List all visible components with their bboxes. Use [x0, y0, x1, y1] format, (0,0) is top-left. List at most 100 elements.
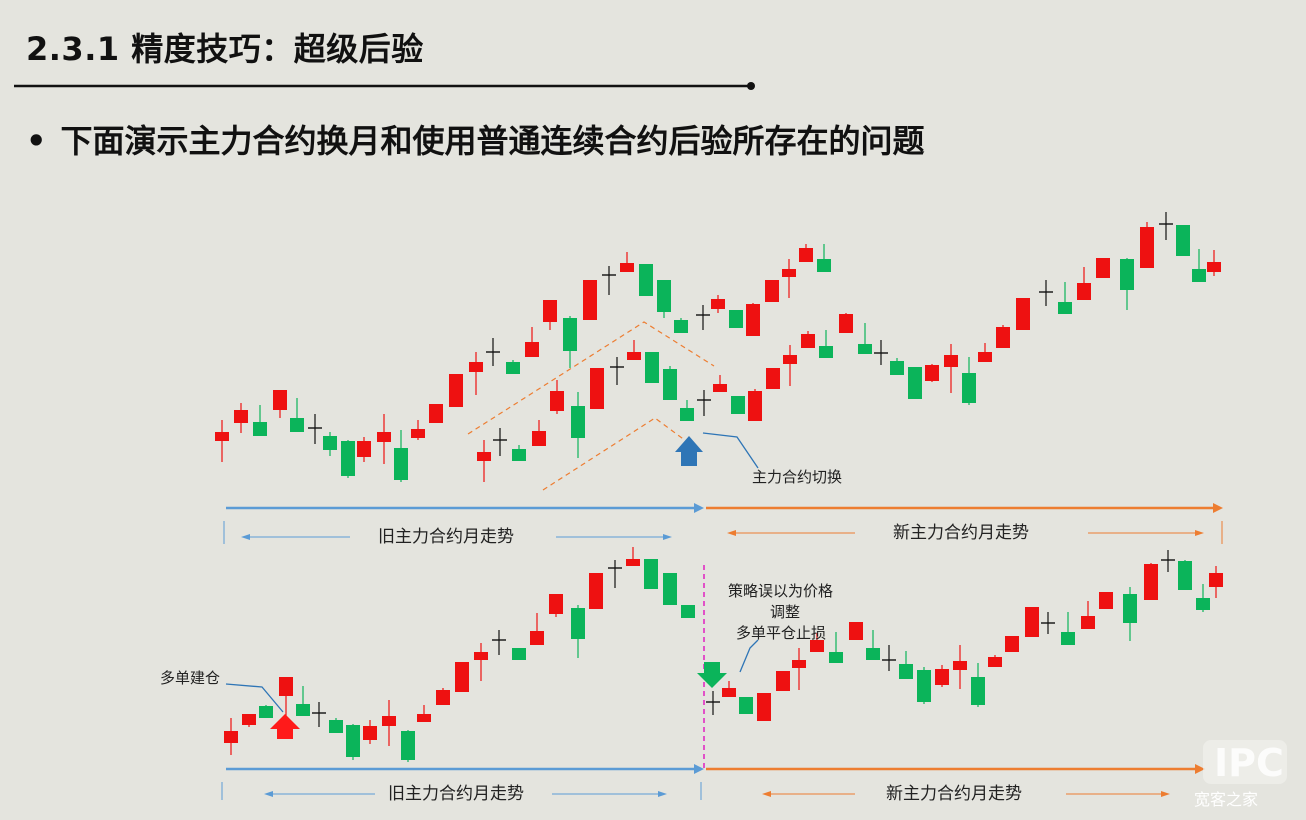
bottom-candle-54: [1209, 566, 1223, 598]
top-old-trend-bar: [223, 503, 704, 544]
top-new-trend-label: 新主力合约月走势: [893, 523, 1029, 543]
top-candle-58: [908, 367, 922, 399]
top-candle-50: [766, 368, 780, 389]
bottom-candle-12: [436, 688, 450, 705]
top-candle-63: [996, 325, 1010, 348]
bottom-candle-49: [1123, 587, 1137, 641]
top-candle-61: [962, 357, 976, 405]
top-candle-73: [1192, 249, 1206, 282]
bottom-candle-35: [866, 630, 880, 660]
bottom-candle-43: [1005, 636, 1019, 652]
switch-arrow-icon: [675, 436, 703, 466]
top-candle-57: [890, 358, 904, 375]
bottom-candle-46: [1061, 612, 1075, 645]
bottom-candle-41: [971, 663, 985, 707]
stop-arrow-icon: [697, 662, 727, 688]
bottom-candle-7: [346, 724, 360, 760]
entry-callout-line: [225, 683, 284, 713]
bottom-candle-38: [917, 667, 931, 704]
top-candle-19: [563, 316, 577, 368]
top-candle-48: [731, 396, 745, 414]
top-candle-36: [512, 445, 526, 461]
top-candle-67: [1077, 267, 1091, 300]
top-candle-39: [571, 392, 585, 458]
top-trend-channel: [467, 321, 715, 491]
bottom-candle-10: [401, 730, 415, 762]
bottom-candle-47: [1081, 601, 1095, 629]
top-candle-43: [645, 352, 659, 383]
watermark-text: 宽客之家: [1194, 790, 1258, 809]
top-candle-23: [639, 264, 653, 296]
bottom-candle-18: [549, 594, 563, 617]
bottom-candle-50: [1144, 563, 1158, 600]
bottom-candle-33: [829, 632, 843, 663]
top-candle-10: [394, 430, 408, 482]
top-old-trend-label: 旧主力合约月走势: [378, 527, 514, 547]
top-candle-9: [377, 414, 391, 464]
bottom-candle-9: [382, 700, 396, 746]
bottom-candle-44: [1025, 607, 1039, 637]
top-candle-44: [663, 366, 677, 400]
bottom-candle-20: [589, 573, 603, 609]
bottom-new-trend-label: 新主力合约月走势: [886, 784, 1022, 804]
top-candle-41: [610, 357, 624, 385]
bottom-new-trend-bar: [706, 764, 1205, 797]
bottom-candle-1: [242, 714, 256, 727]
bottom-candle-2: [259, 705, 273, 718]
top-candle-27: [711, 295, 725, 313]
top-candle-37: [532, 420, 546, 446]
top-candle-33: [817, 244, 831, 272]
bottom-candle-37: [899, 651, 913, 679]
bottom-candle-19: [571, 605, 585, 658]
top-candle-68: [1096, 258, 1110, 278]
top-candle-62: [978, 343, 992, 362]
bottom-candle-36: [882, 645, 896, 671]
switch-callout-line: [702, 432, 759, 469]
bottom-candle-4: [296, 686, 310, 716]
bottom-candle-28: [739, 697, 753, 714]
entry-label: 多单建仓: [160, 669, 220, 687]
top-candle-56: [874, 340, 888, 365]
top-candle-51: [783, 345, 797, 386]
bottom-candle-32: [810, 633, 824, 652]
bottom-candle-5: [312, 702, 326, 727]
bottom-chart-candles: [224, 547, 1223, 762]
top-candle-14: [469, 352, 483, 395]
bottom-old-trend-bar: [221, 764, 704, 800]
top-candle-35: [493, 428, 507, 456]
bottom-candle-34: [849, 622, 863, 640]
top-candle-24: [657, 280, 671, 318]
top-candle-15: [486, 338, 500, 366]
top-candle-34: [477, 440, 491, 482]
top-candle-12: [429, 404, 443, 423]
bottom-candle-0: [224, 718, 238, 755]
top-candle-53: [819, 330, 833, 358]
top-candle-30: [765, 280, 779, 302]
top-candle-72: [1176, 225, 1190, 256]
stop-label-line-2: 调整: [770, 603, 800, 621]
title-underline-dot: [747, 82, 755, 90]
top-candle-21: [602, 266, 616, 295]
top-candle-29: [746, 303, 760, 336]
top-candle-64: [1016, 298, 1030, 330]
top-new-trend-bar: [706, 503, 1223, 544]
top-candle-66: [1058, 282, 1072, 314]
top-candle-4: [290, 398, 304, 432]
bottom-candle-13: [455, 662, 469, 692]
lower-channel-line: [542, 417, 691, 491]
bottom-old-trend-label: 旧主力合约月走势: [388, 784, 524, 804]
bullet-text: 下面演示主力合约换月和使用普通连续合约后验所存在的问题: [60, 122, 925, 160]
bottom-candle-31: [792, 648, 806, 690]
top-candle-55: [858, 323, 872, 354]
bottom-candle-24: [663, 573, 677, 605]
switch-label: 主力合约切换: [752, 468, 842, 486]
bottom-candle-53: [1196, 584, 1210, 612]
top-candle-13: [449, 374, 463, 407]
slide-title: 2.3.1 精度技巧：超级后验: [26, 30, 424, 68]
top-candle-38: [550, 380, 564, 414]
top-candle-3: [273, 390, 287, 418]
bottom-candle-25: [681, 605, 695, 618]
top-candle-25: [674, 318, 688, 333]
bottom-candle-39: [935, 665, 949, 687]
